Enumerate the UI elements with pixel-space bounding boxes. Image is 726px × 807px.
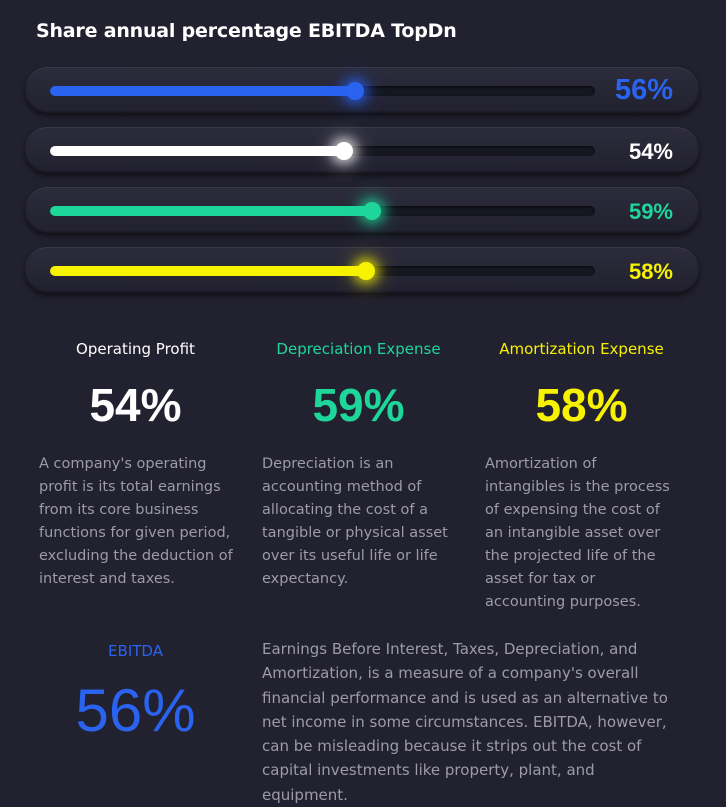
metric-label-amortization: Amortization Expense <box>499 340 664 358</box>
progress-knob[interactable] <box>346 82 365 100</box>
progress-fill <box>50 146 345 156</box>
metric-description-depreciation: Depreciation is an accounting method of … <box>262 456 448 587</box>
progress-fill <box>50 86 356 96</box>
metric-value-operating-profit: 54% <box>89 379 182 431</box>
ebitda-description: Earnings Before Interest, Taxes, Depreci… <box>262 640 668 804</box>
progress-card-depreciation: 59% <box>25 187 699 233</box>
progress-track <box>50 142 595 160</box>
progress-fill <box>50 206 372 216</box>
metric-description-amortization: Amortization of intangibles is the proce… <box>485 456 670 610</box>
progress-card-operating-profit: 54% <box>25 127 699 173</box>
dashboard-title: Share annual percentage EBITDA TopDn <box>36 20 457 42</box>
progress-track <box>50 82 595 100</box>
progress-fill <box>50 266 367 276</box>
ebitda-label: EBITDA <box>108 642 163 660</box>
progress-knob[interactable] <box>362 202 381 220</box>
progress-percent: 59% <box>628 199 673 224</box>
metric-value-amortization: 58% <box>535 379 628 431</box>
progress-percent: 56% <box>614 74 673 106</box>
progress-knob[interactable] <box>335 142 354 160</box>
progress-percent: 58% <box>628 259 673 284</box>
metric-value-depreciation: 59% <box>312 379 405 431</box>
progress-card-ebitda: 56% <box>25 67 699 113</box>
metric-description-operating-profit: A company's operating profit is its tota… <box>39 456 233 587</box>
progress-track <box>50 202 595 220</box>
progress-track <box>50 262 595 280</box>
ebitda-value: 56% <box>75 677 196 744</box>
metric-label-operating-profit: Operating Profit <box>76 340 195 358</box>
progress-percent: 54% <box>628 139 673 164</box>
metric-label-depreciation: Depreciation Expense <box>276 340 441 358</box>
progress-card-amortization: 58% <box>25 247 699 293</box>
progress-knob[interactable] <box>357 262 376 280</box>
